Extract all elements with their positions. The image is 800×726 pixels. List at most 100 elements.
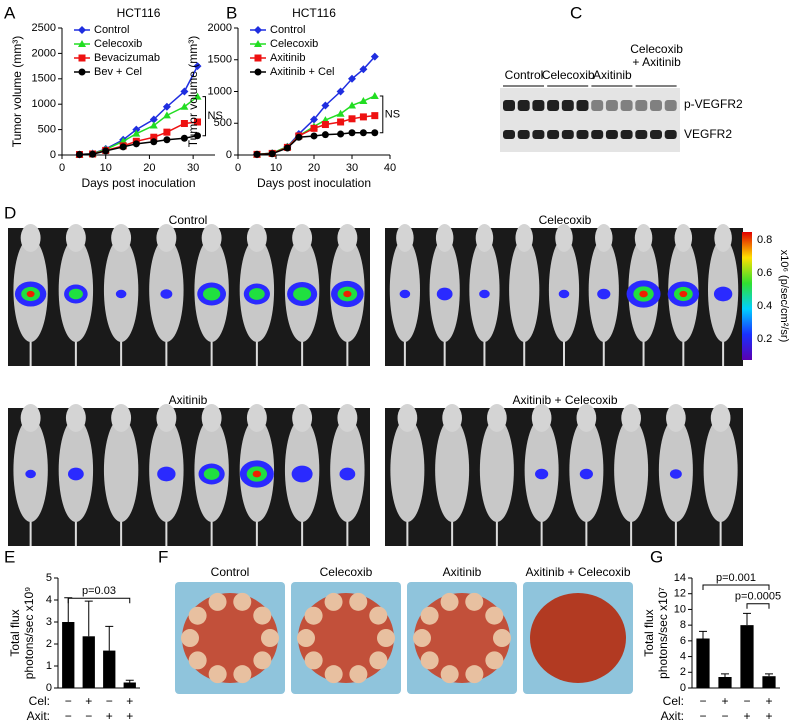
marker xyxy=(295,133,303,141)
blot-group-label: Celecoxib xyxy=(630,42,683,56)
image-label: Axitinib xyxy=(169,393,208,407)
mouse-head xyxy=(442,404,462,432)
row-sign: − xyxy=(721,709,728,723)
liver-label: Celecoxib xyxy=(320,565,373,579)
marker xyxy=(268,150,276,158)
x-tick-label: 40 xyxy=(384,162,396,174)
marker xyxy=(348,74,356,83)
blot-band xyxy=(532,100,545,111)
y-tick-label: 0 xyxy=(680,682,686,694)
mouse-head xyxy=(292,224,313,252)
tumor-nodule xyxy=(181,629,200,648)
marker xyxy=(337,118,345,126)
mouse-head xyxy=(201,224,222,252)
marker xyxy=(180,102,189,110)
blot-group-label: Control xyxy=(505,68,544,82)
legend-label: Axitinib xyxy=(270,52,305,64)
liver xyxy=(530,593,626,683)
blot-band xyxy=(503,130,515,139)
mouse-head xyxy=(20,224,41,252)
bracket xyxy=(67,597,131,604)
tumor-nodule xyxy=(304,606,323,625)
error-bar xyxy=(765,673,773,677)
marker xyxy=(359,113,367,121)
signal xyxy=(157,466,176,482)
blot-band xyxy=(635,130,648,139)
mouse xyxy=(435,418,470,522)
marker xyxy=(102,147,110,155)
panel-letter: B xyxy=(226,3,237,22)
bar xyxy=(82,636,95,688)
signal xyxy=(399,289,411,299)
bar xyxy=(718,677,732,688)
mouse-head xyxy=(111,224,132,252)
mouse-head xyxy=(621,404,641,432)
marker xyxy=(253,150,261,158)
signal xyxy=(203,468,220,480)
x-tick-label: 20 xyxy=(308,162,320,174)
marker xyxy=(162,102,171,111)
marker xyxy=(119,143,127,151)
blot-band xyxy=(532,130,545,139)
annotation: NS xyxy=(208,110,223,122)
mouse-head xyxy=(111,404,132,432)
annotation: p=0.0005 xyxy=(735,591,781,603)
mouse-head xyxy=(396,224,414,252)
tumor-nodule xyxy=(420,651,439,670)
tumor-nodule xyxy=(485,651,504,670)
row-sign: − xyxy=(65,709,72,723)
marker xyxy=(180,87,189,96)
error-bar xyxy=(699,630,707,639)
bar xyxy=(123,682,136,688)
y-tick-label: 2 xyxy=(680,666,686,678)
tumor-nodule xyxy=(324,592,343,611)
marker xyxy=(150,133,158,141)
y-tick-label: 1500 xyxy=(208,54,232,66)
mouse-head xyxy=(634,224,653,252)
y-tick-label: 8 xyxy=(680,619,686,631)
y-axis-label: photons/sec x10⁹ xyxy=(22,587,36,680)
marker xyxy=(75,150,83,158)
tumor-nodule xyxy=(208,592,227,611)
y-tick-label: 14 xyxy=(674,572,686,584)
signal xyxy=(25,469,36,479)
mouse-head xyxy=(576,404,597,432)
mouse-head xyxy=(337,224,358,252)
panel-letter: C xyxy=(570,3,582,22)
marker xyxy=(370,52,379,61)
tumor-nodule xyxy=(233,592,252,611)
blot-band xyxy=(561,130,574,139)
marker xyxy=(336,87,345,96)
mouse-head xyxy=(710,404,731,432)
error-bar xyxy=(743,612,751,626)
blot-band xyxy=(605,100,618,111)
series-line xyxy=(256,132,375,156)
colorbar xyxy=(742,232,752,360)
annotation: NS xyxy=(385,108,400,120)
tumor-nodule xyxy=(493,629,511,647)
x-tick-label: 10 xyxy=(100,162,112,174)
marker xyxy=(194,118,202,126)
marker xyxy=(180,120,188,128)
blot-band xyxy=(664,100,677,111)
marker xyxy=(78,40,86,47)
signal xyxy=(597,288,611,300)
mouse-head xyxy=(531,404,552,432)
blot-row-label: VEGFR2 xyxy=(684,127,732,141)
tumor-nodule xyxy=(324,665,343,684)
blot-band xyxy=(547,100,560,111)
mouse-head xyxy=(555,224,573,252)
row-sign: + xyxy=(743,709,750,723)
row-sign: + xyxy=(126,709,133,723)
marker xyxy=(180,134,188,142)
mouse-head xyxy=(156,404,177,432)
mouse-head xyxy=(714,224,732,252)
marker xyxy=(162,111,171,119)
row-sign: + xyxy=(126,694,133,708)
y-axis-label: Tumor volume (mm³) xyxy=(186,36,200,148)
blot-band xyxy=(635,100,648,111)
chart-title: HCT116 xyxy=(292,6,336,20)
row-label: Axit: xyxy=(27,709,50,723)
marker xyxy=(283,144,291,152)
